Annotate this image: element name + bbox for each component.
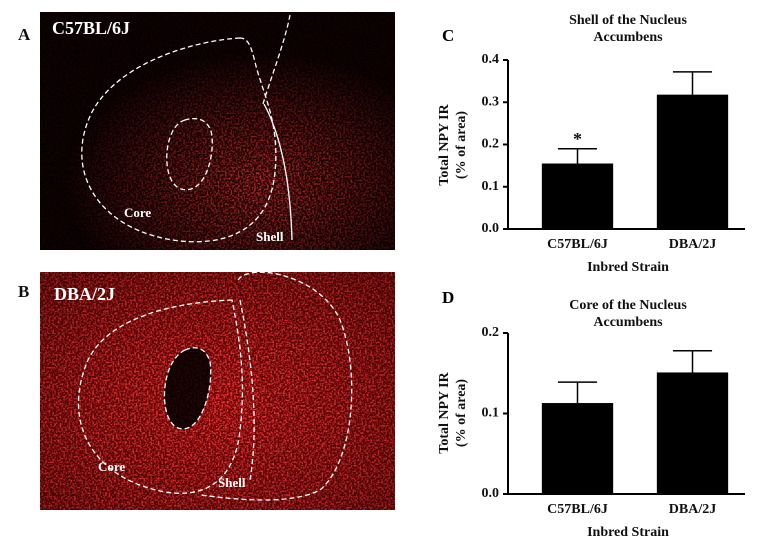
x-axis-label: Inbred Strain bbox=[587, 260, 669, 275]
panel-letter: D bbox=[442, 288, 455, 307]
x-tick-label: DBA/2J bbox=[669, 502, 716, 517]
region-label: Shell bbox=[218, 475, 246, 490]
y-tick-label: 0.0 bbox=[482, 221, 500, 236]
micrograph-b bbox=[40, 271, 395, 510]
strain-label: DBA/2J bbox=[54, 284, 115, 304]
bar bbox=[656, 372, 729, 494]
bar bbox=[541, 403, 614, 494]
strain-label: C57BL/6J bbox=[52, 18, 130, 38]
region-label: Core bbox=[98, 459, 125, 474]
x-tick-label: DBA/2J bbox=[669, 237, 716, 252]
bar bbox=[656, 94, 729, 230]
region-label: Shell bbox=[256, 229, 284, 244]
x-axis-label: Inbred Strain bbox=[587, 525, 669, 540]
y-tick-label: 0.2 bbox=[482, 325, 500, 340]
bar bbox=[541, 163, 614, 229]
y-tick-label: 0.2 bbox=[482, 137, 500, 152]
micrograph-a bbox=[40, 12, 395, 250]
region-label: Core bbox=[124, 205, 151, 220]
y-axis-label: Total NPY IR (% of area) bbox=[437, 372, 469, 454]
chart-title: Core of the Nucleus Accumbens bbox=[569, 298, 687, 330]
y-tick-label: 0.1 bbox=[482, 406, 500, 421]
y-tick-label: 0.3 bbox=[482, 94, 500, 109]
panel-letter: C bbox=[442, 26, 455, 45]
panel-letter: A bbox=[18, 25, 31, 44]
y-tick-label: 0.1 bbox=[482, 179, 500, 194]
panel-letter: B bbox=[18, 282, 29, 301]
x-tick-label: C57BL/6J bbox=[547, 502, 608, 517]
annotation: * bbox=[573, 129, 582, 149]
y-tick-label: 0.4 bbox=[482, 52, 500, 67]
x-tick-label: C57BL/6J bbox=[547, 237, 608, 252]
y-axis-label: Total NPY IR (% of area) bbox=[437, 104, 469, 186]
chart-title: Shell of the Nucleus Accumbens bbox=[569, 13, 687, 45]
y-tick-label: 0.0 bbox=[482, 486, 500, 501]
